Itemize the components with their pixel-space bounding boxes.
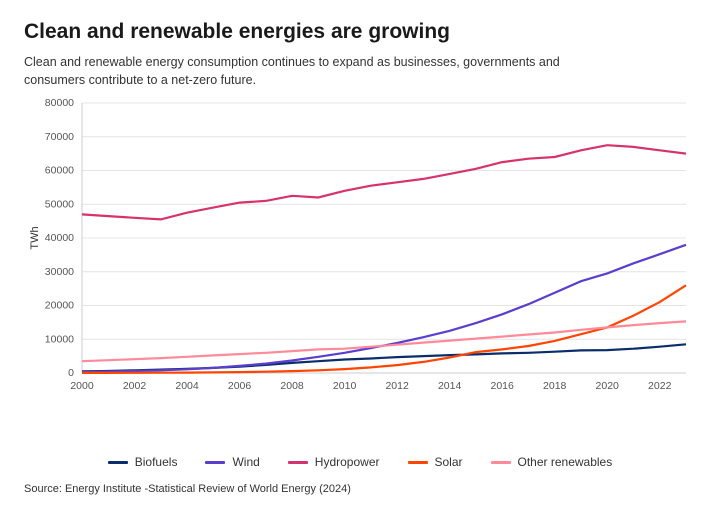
series-other-renewables [82,321,686,361]
y-tick-label: 70000 [45,131,74,143]
y-tick-label: 10000 [45,333,74,345]
chart-subtitle: Clean and renewable energy consumption c… [24,54,604,89]
line-chart-svg: 0 10000 20000 30000 40000 50000 60000 70000 8000… [24,95,696,395]
series-wind [82,245,686,372]
y-tick-label: 40000 [45,232,74,244]
legend-item-other-renewables: Other renewables [491,455,613,469]
x-tick-label: 2022 [648,380,672,392]
x-tick-label: 2020 [596,380,620,392]
y-tick-label: 80000 [45,97,74,109]
y-tick-label: 50000 [45,198,74,210]
chart-area: 0 10000 20000 30000 40000 50000 60000 70000 8000… [24,95,696,451]
y-tick-label: 30000 [45,266,74,278]
legend: Biofuels Wind Hydropower Solar Other renewab… [24,455,696,469]
legend-swatch [491,461,511,464]
chart-card: Clean and renewable energies are growing… [0,0,720,509]
legend-item-hydropower: Hydropower [288,455,380,469]
x-tick-label: 2016 [490,380,514,392]
legend-item-wind: Wind [205,455,259,469]
y-tick-label: 0 [68,367,74,379]
x-tick-label: 2010 [333,380,357,392]
x-tick-label: 2012 [385,380,409,392]
legend-item-solar: Solar [408,455,463,469]
legend-swatch [205,461,225,464]
legend-label: Biofuels [135,455,178,469]
x-tick-label: 2006 [228,380,252,392]
x-tick-label: 2004 [175,380,199,392]
legend-label: Hydropower [315,455,380,469]
x-tick-label: 2018 [543,380,567,392]
x-tick-label: 2002 [123,380,147,392]
x-tick-label: 2008 [280,380,304,392]
y-axis-title: TWh [29,226,41,249]
legend-item-biofuels: Biofuels [108,455,178,469]
y-tick-label: 60000 [45,165,74,177]
legend-label: Wind [232,455,259,469]
series-hydropower [82,145,686,219]
x-tick-label: 2014 [438,380,462,392]
legend-label: Solar [435,455,463,469]
legend-swatch [408,461,428,464]
legend-label: Other renewables [518,455,613,469]
chart-title: Clean and renewable energies are growing [24,20,696,44]
legend-swatch [108,461,128,464]
x-tick-label: 2000 [70,380,94,392]
legend-swatch [288,461,308,464]
source-caption: Source: Energy Institute -Statistical Re… [24,483,696,495]
y-tick-label: 20000 [45,300,74,312]
